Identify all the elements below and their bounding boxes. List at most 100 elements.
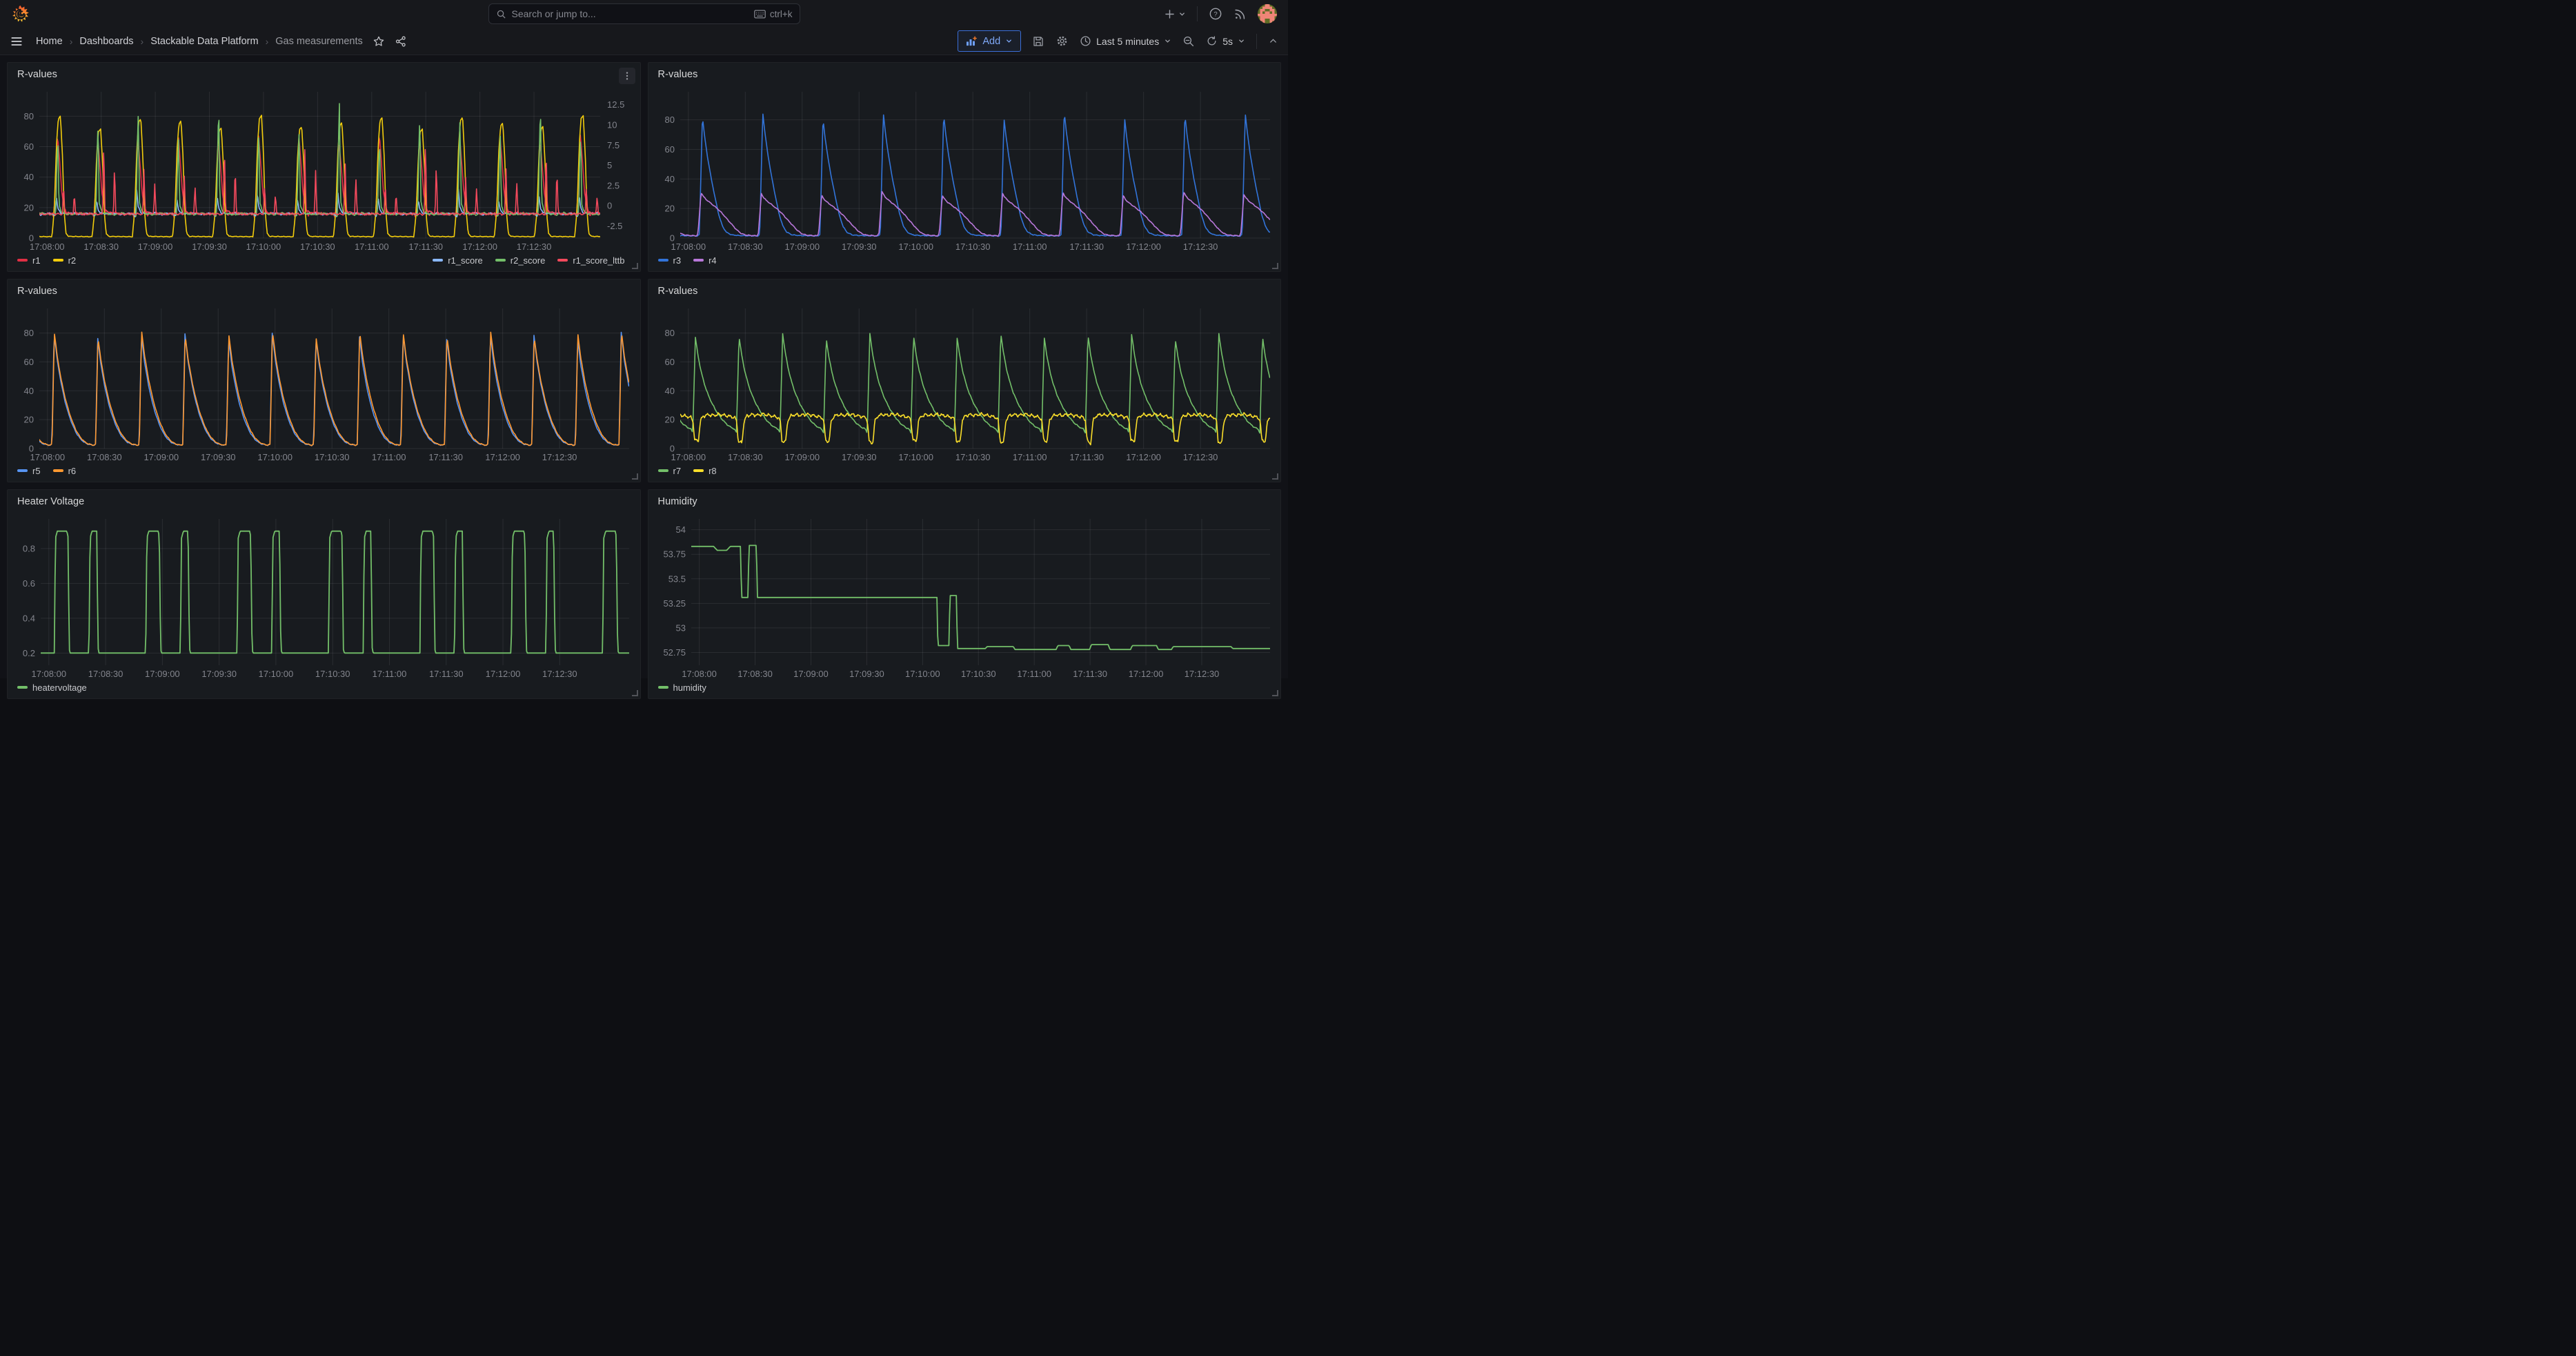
svg-text:40: 40 — [24, 386, 34, 396]
svg-text:17:08:30: 17:08:30 — [83, 242, 119, 252]
zoom-out-button[interactable] — [1182, 35, 1195, 48]
legend-label: r1_score — [448, 255, 483, 266]
panel-header[interactable]: Humidity — [648, 490, 1281, 513]
chevron-down-icon — [1178, 10, 1186, 18]
svg-text:17:11:30: 17:11:30 — [408, 242, 443, 252]
help-button[interactable]: ? — [1209, 7, 1222, 21]
svg-text:17:12:00: 17:12:00 — [485, 452, 520, 462]
chart-heater-voltage[interactable]: 0.20.40.60.817:08:0017:08:3017:09:0017:0… — [8, 513, 640, 680]
svg-text:17:10:00: 17:10:00 — [246, 242, 281, 252]
svg-text:10: 10 — [607, 120, 617, 130]
breadcrumb-dashboards[interactable]: Dashboards — [79, 36, 133, 47]
panel-resize-handle[interactable] — [1272, 690, 1278, 696]
chevron-down-icon — [1238, 37, 1245, 45]
svg-text:17:12:30: 17:12:30 — [517, 242, 552, 252]
legend-item-humidity[interactable]: humidity — [658, 682, 706, 693]
legend-item-r4[interactable]: r4 — [693, 255, 717, 266]
panel-menu-button[interactable] — [619, 68, 635, 84]
svg-text:17:12:00: 17:12:00 — [1126, 242, 1161, 252]
dashboard-nav-bar: Home › Dashboards › Stackable Data Platf… — [0, 28, 1288, 55]
chart-r-values-3[interactable]: 02040608017:08:0017:08:3017:09:0017:09:3… — [8, 303, 640, 464]
news-button[interactable] — [1233, 8, 1247, 21]
rss-icon — [1233, 8, 1247, 21]
svg-text:17:08:30: 17:08:30 — [727, 242, 762, 252]
legend-swatch — [53, 259, 63, 262]
legend-item-r2[interactable]: r2 — [53, 255, 77, 266]
avatar-pixel-art — [1258, 4, 1277, 23]
legend-item-r5[interactable]: r5 — [17, 466, 41, 476]
svg-text:17:12:30: 17:12:30 — [542, 452, 577, 462]
mega-menu-button[interactable] — [10, 35, 23, 48]
keyboard-icon — [754, 10, 766, 19]
legend-swatch — [433, 259, 443, 262]
chevron-down-icon — [1005, 37, 1013, 45]
panel-resize-handle[interactable] — [1272, 263, 1278, 269]
chart-r-values-4[interactable]: 02040608017:08:0017:08:3017:09:0017:09:3… — [648, 303, 1281, 464]
legend-swatch — [557, 259, 568, 262]
svg-text:17:12:30: 17:12:30 — [1182, 242, 1218, 252]
panel-resize-handle[interactable] — [632, 473, 638, 480]
time-range-picker[interactable]: Last 5 minutes — [1080, 35, 1171, 47]
grafana-logo-icon[interactable] — [11, 5, 30, 23]
favorite-button[interactable] — [373, 35, 385, 48]
refresh-picker[interactable]: 5s — [1206, 35, 1245, 47]
panel-header[interactable]: R-values — [648, 279, 1281, 303]
legend-item-r1_score[interactable]: r1_score — [433, 255, 483, 266]
chart-r-values-1[interactable]: 020406080-2.502.557.51012.517:08:0017:08… — [8, 86, 640, 253]
legend-label: r1_score_lttb — [573, 255, 624, 266]
panel-resize-handle[interactable] — [632, 263, 638, 269]
panel-resize-handle[interactable] — [1272, 473, 1278, 480]
panel-title: Humidity — [658, 496, 697, 507]
chevron-down-icon — [1164, 37, 1171, 45]
legend-item-r1_score_lttb[interactable]: r1_score_lttb — [557, 255, 624, 266]
svg-text:17:12:00: 17:12:00 — [1126, 452, 1161, 462]
panel-r-values-2: R-values 02040608017:08:0017:08:3017:09:… — [648, 62, 1282, 272]
legend-item-heatervoltage[interactable]: heatervoltage — [17, 682, 87, 693]
share-button[interactable] — [395, 35, 407, 48]
svg-text:17:10:00: 17:10:00 — [905, 669, 940, 679]
svg-text:17:10:00: 17:10:00 — [898, 242, 933, 252]
svg-text:17:08:30: 17:08:30 — [727, 452, 762, 462]
legend-item-r6[interactable]: r6 — [53, 466, 77, 476]
chart-humidity[interactable]: 52.755353.2553.553.755417:08:0017:08:301… — [648, 513, 1281, 680]
breadcrumb-home[interactable]: Home — [36, 36, 63, 47]
refresh-icon — [1206, 35, 1218, 47]
save-dashboard-button[interactable] — [1032, 35, 1044, 48]
svg-text:17:11:00: 17:11:00 — [355, 242, 389, 252]
svg-text:17:10:00: 17:10:00 — [898, 452, 933, 462]
svg-text:17:10:00: 17:10:00 — [257, 452, 293, 462]
panel-header[interactable]: R-values — [8, 279, 640, 303]
chart-r-values-2[interactable]: 02040608017:08:0017:08:3017:09:0017:09:3… — [648, 86, 1281, 253]
panel-resize-handle[interactable] — [632, 690, 638, 696]
legend-item-r2_score[interactable]: r2_score — [495, 255, 546, 266]
panel-r-values-4: R-values 02040608017:08:0017:08:3017:09:… — [648, 279, 1282, 482]
collapse-nav-button[interactable] — [1268, 36, 1278, 46]
search-shortcut: ctrl+k — [754, 9, 793, 19]
svg-text:-2.5: -2.5 — [607, 221, 622, 231]
legend-item-r8[interactable]: r8 — [693, 466, 717, 476]
breadcrumb-folder[interactable]: Stackable Data Platform — [150, 36, 258, 47]
legend-item-r3[interactable]: r3 — [658, 255, 682, 266]
panel-header[interactable]: R-values — [8, 63, 640, 86]
breadcrumb: Home › Dashboards › Stackable Data Platf… — [36, 36, 363, 47]
legend-label: humidity — [673, 682, 706, 693]
panel-header[interactable]: R-values — [648, 63, 1281, 86]
new-button[interactable] — [1163, 8, 1186, 21]
svg-text:12.5: 12.5 — [607, 99, 624, 110]
breadcrumb-current: Gas measurements — [275, 36, 363, 47]
zoom-out-icon — [1182, 35, 1195, 48]
chart-legend: heatervoltage — [8, 680, 640, 698]
panel-header[interactable]: Heater Voltage — [8, 490, 640, 513]
panel-title: R-values — [658, 286, 698, 297]
search-input[interactable]: Search or jump to... ctrl+k — [488, 3, 800, 24]
legend-item-r7[interactable]: r7 — [658, 466, 682, 476]
svg-text:17:08:00: 17:08:00 — [30, 452, 66, 462]
chart-legend: r5 r6 — [8, 464, 640, 482]
add-panel-button[interactable]: Add — [958, 30, 1021, 52]
svg-text:53: 53 — [675, 622, 685, 633]
svg-text:2.5: 2.5 — [607, 180, 620, 190]
legend-item-r1[interactable]: r1 — [17, 255, 41, 266]
dashboard-settings-button[interactable] — [1056, 35, 1069, 48]
panel-humidity: Humidity 52.755353.2553.553.755417:08:00… — [648, 489, 1282, 699]
avatar[interactable] — [1258, 4, 1277, 23]
